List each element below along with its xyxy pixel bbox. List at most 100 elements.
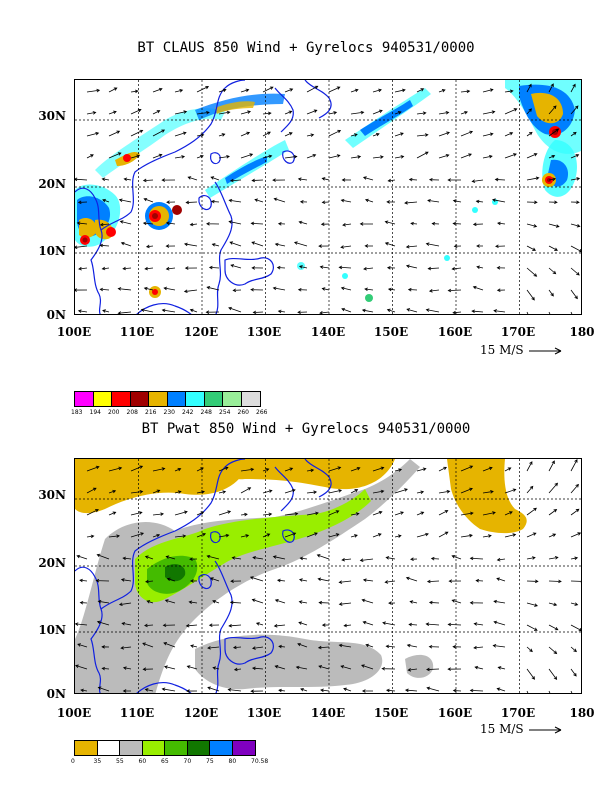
wind-vector-arrow [274, 665, 286, 670]
wind-vector-arrow [319, 311, 330, 314]
wind-vector-arrow [122, 666, 132, 670]
wind-vector-arrow [240, 110, 252, 115]
wind-vector-arrow [570, 154, 580, 159]
wind-vector-arrow [142, 667, 154, 672]
lon-label: 150E [373, 325, 409, 339]
wind-vector-arrow [321, 200, 330, 205]
wind-vector-arrow [447, 288, 462, 293]
pwat-map [75, 459, 581, 693]
wind-vector-arrow [165, 221, 176, 225]
wind-vector-arrow [174, 88, 184, 93]
wind-vector-arrow [416, 532, 429, 538]
wind-vector-arrow [361, 664, 374, 670]
wind-vector-arrow [361, 598, 374, 604]
wind-vector-arrow [317, 577, 330, 582]
wind-vector-arrow [231, 556, 242, 560]
colorbar-swatch [223, 392, 242, 406]
colorbar-swatch [149, 392, 168, 406]
wind-vector-arrow [548, 668, 558, 681]
wind-vector-arrow [438, 510, 449, 516]
wind-vector-arrow [406, 308, 418, 313]
wind-vector-arrow [102, 198, 110, 203]
wind-vector-arrow [298, 265, 308, 269]
wind-vector-arrow [475, 199, 484, 204]
wind-vector-arrow [306, 133, 315, 137]
wind-vector-arrow [228, 623, 242, 628]
wind-vector-arrow [86, 465, 100, 472]
wind-vector-arrow [493, 599, 506, 604]
wind-vector-arrow [438, 531, 449, 538]
wind-vector-arrow [482, 132, 494, 137]
wind-vector-arrow [228, 198, 242, 203]
wind-vector-arrow [476, 265, 484, 269]
wind-vector-arrow [526, 289, 535, 301]
wind-vector-arrow [504, 467, 512, 472]
wind-vector-arrow [165, 555, 176, 560]
wind-vector-arrow [99, 222, 110, 227]
wind-vector-arrow [108, 152, 122, 159]
wind-vector-arrow [130, 129, 144, 137]
wind-vector-arrow [384, 220, 396, 225]
wind-vector-arrow [212, 599, 220, 604]
wind-vector-arrow [451, 554, 462, 560]
wind-vector-arrow [295, 665, 308, 670]
wind-vector-arrow [340, 665, 352, 670]
wind-vector-arrow [230, 579, 242, 583]
wind-vector-arrow [262, 512, 273, 517]
wind-vector-arrow [277, 222, 286, 226]
lon-label: 100E [56, 325, 92, 339]
wind-vector-arrow [284, 532, 297, 538]
lon-label: 140E [310, 325, 346, 339]
wind-vector-arrow [526, 602, 538, 607]
wind-vector-arrow [526, 223, 538, 228]
wind-vector-arrow [438, 154, 450, 159]
wind-vector-arrow [240, 512, 248, 517]
lat-label: 30N [38, 109, 66, 123]
wind-vector-arrow [152, 87, 163, 93]
wind-vector-arrow [338, 643, 352, 648]
wind-vector-arrow [306, 109, 318, 115]
wind-vector-arrow [251, 666, 264, 671]
wind-vector-arrow [108, 466, 123, 472]
wind-vector-arrow [426, 686, 440, 692]
wind-vector-arrow [359, 558, 374, 562]
wind-vector-arrow [152, 489, 161, 494]
wind-vector-arrow [189, 222, 198, 227]
wind-vector-arrow [190, 579, 198, 583]
claus-map-panel [74, 79, 582, 315]
lon-label: 130E [246, 706, 282, 720]
wind-vector-arrow [342, 223, 352, 227]
lat-label: 20N [38, 556, 66, 570]
wind-vector-arrow [210, 199, 220, 204]
wind-vector-arrow [165, 266, 176, 271]
wind-vector-arrow [189, 308, 198, 313]
lon-label: 120E [183, 325, 219, 339]
wind-vector-arrow [340, 286, 352, 291]
wind-vector-arrow [196, 532, 207, 538]
wind-vector-arrow [207, 686, 220, 692]
wind-vector-arrow [570, 556, 579, 561]
wind-vector-arrow [372, 533, 382, 538]
colorbar-swatch [186, 392, 205, 406]
wind-vector-arrow [196, 511, 205, 516]
wind-vector-arrow [469, 556, 484, 561]
wind-vector-arrow [306, 468, 315, 473]
wind-vector-arrow [165, 244, 176, 248]
wind-vector-arrow [473, 622, 484, 626]
wind-vector-arrow [130, 108, 142, 115]
wind-vector-arrow [405, 264, 418, 269]
wind-vector-arrow [272, 178, 286, 182]
wind-vector-arrow [77, 643, 88, 648]
wind-vector-arrow [365, 643, 374, 648]
wind-vector-arrow [99, 243, 110, 248]
wind-vector-arrow [251, 241, 264, 247]
wind-vector-arrow [340, 198, 352, 203]
wind-vector-arrow [76, 221, 88, 225]
wind-vector-arrow [218, 154, 230, 159]
lon-label: 130E [246, 325, 282, 339]
wind-vector-arrow [144, 555, 154, 560]
wind-vector-arrow [306, 511, 319, 516]
wind-vector-arrow [317, 645, 330, 650]
wind-vector-arrow [350, 88, 359, 93]
wind-vector-arrow [350, 110, 365, 115]
